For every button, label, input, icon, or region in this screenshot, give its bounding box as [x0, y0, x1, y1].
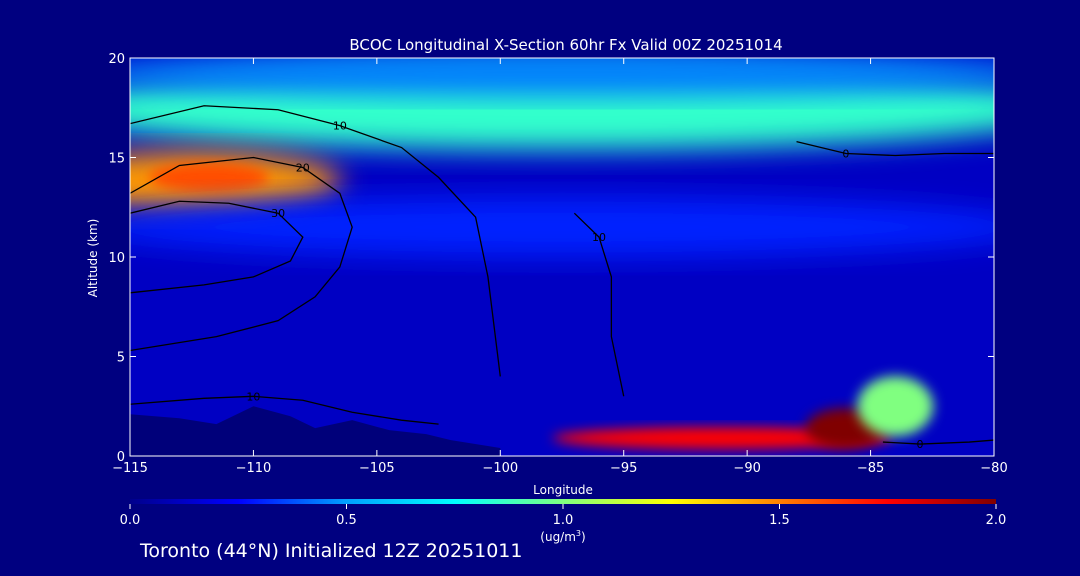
contour-lines: 10 20 30 0 10 0 10	[130, 105, 994, 451]
contour-label: 10	[246, 390, 260, 403]
colorbar-ticks: 0.0 0.5 1.0 1.5 2.0	[120, 504, 1007, 528]
field-plume-core	[148, 163, 269, 192]
colorbar-unit-close: )	[581, 530, 586, 544]
colorbar-unit-text: (ug/m	[540, 530, 576, 544]
contour-label: 10	[592, 231, 606, 244]
colorbar-gradient	[130, 499, 996, 504]
x-tick-label: −95	[610, 461, 637, 476]
colorbar: 0.0 0.5 1.0 1.5 2.0 (ug/m3)	[120, 499, 1007, 544]
x-tick-label: −100	[482, 461, 518, 476]
contour-label: 0	[916, 438, 923, 451]
colorbar-tick-label: 1.0	[553, 513, 574, 528]
contour-4	[573, 212, 625, 397]
contour-2	[130, 200, 304, 294]
colorbar-unit: (ug/m3)	[540, 529, 585, 544]
y-tick-label: 0	[117, 450, 125, 465]
x-tick-label: −115	[112, 461, 148, 476]
contour-1	[130, 156, 353, 352]
colorbar-tick-label: 0.5	[336, 513, 357, 528]
colorbar-unit-superscript: 3	[576, 529, 581, 538]
colorbar-tick-label: 0.0	[120, 513, 141, 528]
field-mid-tropospheric-layer	[130, 197, 994, 258]
contour-3	[796, 140, 994, 157]
contour-label: 0	[842, 148, 849, 161]
terrain-mask	[130, 406, 501, 456]
colorbar-tick-label: 2.0	[986, 513, 1007, 528]
field-smoke-column-edge	[857, 376, 934, 437]
contour-0	[130, 105, 501, 377]
y-axis-label: Altitude (km)	[86, 219, 100, 298]
x-tick-label: −110	[236, 461, 272, 476]
contour-label: 20	[296, 161, 310, 174]
contour-6	[130, 395, 439, 425]
colorbar-tick-label: 1.5	[769, 513, 790, 528]
contour-label: 30	[271, 207, 285, 220]
x-tick-label: −80	[980, 461, 1007, 476]
x-tick-label: −85	[857, 461, 884, 476]
init-info: Toronto (44°N) Initialized 12Z 20251011	[140, 540, 523, 562]
chart-title: BCOC Longitudinal X-Section 60hr Fx Vali…	[349, 36, 782, 54]
y-tick-label: 5	[117, 351, 125, 366]
y-tick-label: 15	[108, 152, 125, 167]
x-tick-label: −105	[359, 461, 395, 476]
contour-label: 10	[333, 120, 347, 133]
concentration-fields	[130, 58, 994, 450]
y-tick-label: 10	[108, 251, 125, 266]
contour-5	[882, 439, 994, 445]
field-upper-high-band	[130, 58, 994, 96]
x-axis-label: Longitude	[533, 483, 593, 497]
plot-area: 10 20 30 0 10 0 10	[130, 58, 994, 456]
y-tick-label: 20	[108, 52, 125, 67]
x-tick-label: −90	[733, 461, 760, 476]
axes: −115 −110 −105 −100 −95 −90 −85 −80 0 5 10 15 20	[108, 52, 1007, 476]
